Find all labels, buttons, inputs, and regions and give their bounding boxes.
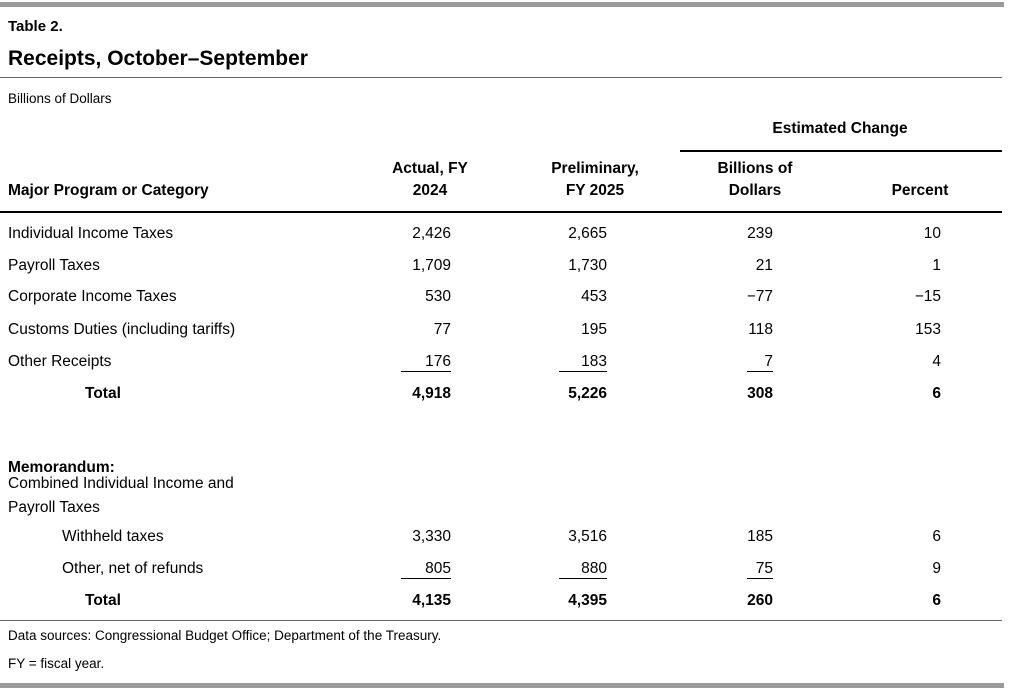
group-header: Estimated Change [772,120,908,137]
footer-rule [0,620,1002,621]
value-cell: 118 [748,321,773,338]
value-cell: 183 [559,352,607,372]
row-label: Other Receipts [8,353,112,370]
value-cell: 6 [932,528,941,545]
row-label: Corporate Income Taxes [8,288,177,305]
value-cell: 195 [581,321,607,338]
value-cell: 5,226 [568,385,607,402]
value-cell: 239 [747,225,773,242]
table-title: Receipts, October–September [8,47,308,70]
value-cell: 4,395 [568,592,607,609]
row-label: Other, net of refunds [62,560,204,577]
value-cell: 77 [433,321,451,338]
value-cell: 1 [932,257,941,274]
value-cell: 4,918 [412,385,451,402]
top-bar [0,2,1004,7]
value-text: 75 [747,560,773,579]
sources: Data sources: Congressional Budget Offic… [8,628,442,643]
memo-description: Combined Individual Income and Payroll T… [8,475,234,516]
value-cell: 10 [923,225,941,242]
bottom-bar [0,683,1004,688]
value-cell: 2,665 [568,225,607,242]
value-cell: 805 [401,559,451,579]
value-cell: 9 [932,560,941,577]
value-cell: 4,135 [412,592,451,609]
table-label: Table 2. [8,18,63,35]
memo-heading: Memorandum: [8,459,115,476]
value-text: 7 [747,353,773,372]
value-cell: 21 [755,257,773,274]
column-header: Actual, FY 2024 [392,160,468,199]
value-cell: 153 [915,321,941,338]
value-cell: 308 [747,385,773,402]
total-label: Total [85,385,121,402]
value-cell: 2,426 [412,225,451,242]
value-cell: 6 [932,592,941,609]
row-label: Withheld taxes [62,528,164,545]
value-cell: 530 [425,288,451,305]
value-cell: 3,516 [568,528,607,545]
row-label: Customs Duties (including tariffs) [8,321,236,338]
total-label: Total [85,592,121,609]
value-cell: 176 [401,352,451,372]
column-header: Major Program or Category [8,182,209,199]
value-text: 183 [559,353,607,372]
value-cell: −77 [746,288,773,305]
value-text: 176 [401,353,451,372]
units: Billions of Dollars [8,91,112,106]
value-cell: 260 [747,592,773,609]
header-rule [0,211,1002,213]
title-rule [0,77,1002,78]
column-header: Preliminary, FY 2025 [551,160,639,199]
value-cell: 3,330 [412,528,451,545]
value-cell: 880 [559,559,607,579]
column-header: Billions of Dollars [717,160,793,199]
value-cell: 1,709 [412,257,451,274]
value-cell: 453 [581,288,607,305]
value-cell: 4 [932,353,941,370]
value-cell: 185 [747,528,773,545]
value-cell: 1,730 [568,257,607,274]
value-cell: −15 [914,288,941,305]
value-cell: 7 [747,352,773,372]
row-label: Payroll Taxes [8,257,100,274]
group-rule [680,150,1002,152]
column-header: Percent [891,182,949,199]
value-text: 805 [401,560,451,579]
value-cell: 75 [747,559,773,579]
row-label: Individual Income Taxes [8,225,174,242]
value-cell: 6 [932,385,941,402]
note: FY = fiscal year. [8,656,105,671]
value-text: 880 [559,560,607,579]
